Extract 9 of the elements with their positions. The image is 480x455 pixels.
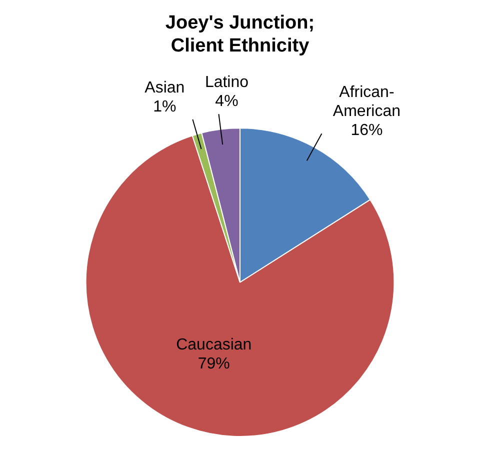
slice-label: Caucasian — [176, 336, 252, 354]
chart-title: Joey's Junction; Client Ethnicity — [165, 12, 315, 56]
slice-label: African-American — [332, 84, 401, 120]
data-label: 79% — [198, 356, 230, 373]
data-label: 16% — [350, 122, 383, 140]
data-label: 1% — [153, 98, 176, 116]
data-label: 4% — [215, 92, 238, 110]
slice-label: Asian — [144, 79, 185, 96]
slice-label: Latino — [204, 74, 249, 91]
